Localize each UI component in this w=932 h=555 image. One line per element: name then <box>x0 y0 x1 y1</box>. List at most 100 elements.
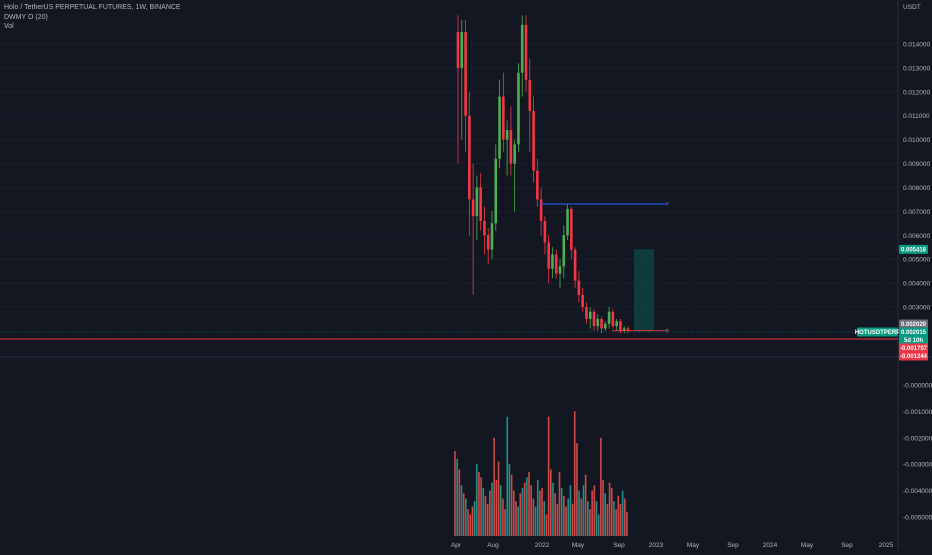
price-axis[interactable]: USDT 0.014000 0.013000 0.012000 0.011000 0.01… <box>903 4 930 312</box>
histogram-bar <box>549 469 552 536</box>
histogram-bar <box>456 458 458 536</box>
time-tick-label: Sep <box>613 542 625 549</box>
candle-body <box>585 307 588 319</box>
candle-body <box>517 72 520 145</box>
histogram-bar <box>454 451 456 536</box>
candle-body <box>622 328 626 331</box>
time-tick-label: Sep <box>841 542 853 549</box>
histogram-bar <box>475 464 478 536</box>
badge-red-1: -0.001797 <box>900 346 928 352</box>
candle-body <box>577 280 581 296</box>
histogram-bar <box>578 490 580 536</box>
histogram-bar <box>532 498 535 536</box>
badge-gray-bg <box>899 319 928 329</box>
histogram-bar <box>526 477 528 536</box>
histogram-bar <box>491 482 493 536</box>
indicator-tick-label: -0.005000 <box>903 515 932 522</box>
histogram-bar <box>580 498 583 536</box>
candle-body <box>494 158 498 224</box>
candle-body <box>588 311 592 319</box>
histogram-bar <box>560 487 563 536</box>
histogram-bar <box>469 514 472 536</box>
grid-lines <box>0 0 898 536</box>
indicator-tick-label: -0.000000 <box>903 383 932 390</box>
volume-legend[interactable]: Vol <box>4 23 14 30</box>
long-position-box[interactable] <box>634 249 654 332</box>
candle-body <box>615 321 618 327</box>
histogram-bar <box>565 506 567 536</box>
badge-current-price-bg <box>899 327 928 337</box>
badge-symbol-tag-bg <box>857 327 898 337</box>
candle-body <box>539 199 543 221</box>
candle-body <box>596 318 600 327</box>
candle-body <box>600 318 603 329</box>
candle-body <box>464 32 467 116</box>
histogram-bar <box>489 490 491 536</box>
histogram-bar <box>617 495 620 536</box>
candle-body <box>509 130 513 164</box>
candle-body <box>536 170 539 200</box>
candle-body <box>456 32 460 68</box>
histogram-bar <box>552 482 554 536</box>
chart-legend: Holo / TetherUS PERPETUAL FUTURES, 1W, B… <box>4 3 181 32</box>
histogram-bar <box>460 485 463 536</box>
badge-symbol-tag: HOTUSDTPERP <box>855 330 900 336</box>
histogram-bar <box>576 443 578 536</box>
badge-position-target-bg <box>899 244 928 254</box>
candle-body <box>611 311 615 327</box>
indicator-legend[interactable]: DWMY O (20) <box>4 13 48 21</box>
histogram-bar <box>462 493 465 536</box>
price-tick-label: 0.012000 <box>903 89 930 96</box>
badge-red-2: -0.001244 <box>900 354 928 360</box>
price-tick-label: 0.013000 <box>903 65 930 72</box>
histogram-bar <box>534 506 537 536</box>
histogram-bar <box>543 501 546 536</box>
histogram-bar <box>486 503 489 536</box>
histogram-bar <box>473 501 476 536</box>
position-target-zone <box>634 249 654 332</box>
candle-body <box>570 208 573 250</box>
candle-body <box>543 220 547 243</box>
histogram-bar <box>569 485 572 536</box>
histogram-bar <box>478 472 480 536</box>
candle-body <box>581 295 584 307</box>
histogram-bar <box>600 437 602 536</box>
candle-body <box>558 266 562 274</box>
histogram-bar <box>571 503 574 536</box>
histogram-bar <box>458 469 461 536</box>
histogram-bar <box>521 487 524 536</box>
symbol-title[interactable]: Holo / TetherUS PERPETUAL FUTURES, 1W, B… <box>4 4 181 11</box>
time-axis[interactable]: Apr Aug 2022 May Sep 2023 May Sep 2024 May Sep 2025 <box>451 542 894 549</box>
candle-body <box>471 199 475 217</box>
time-tick-label: 2022 <box>535 542 550 549</box>
histogram-bar <box>471 506 474 536</box>
histogram-bar <box>626 511 628 536</box>
candle-body <box>532 110 535 171</box>
histogram-bar <box>606 503 609 536</box>
price-tick-label: 0.004000 <box>903 281 930 288</box>
drawing-lines[interactable]: 78 <box>0 202 898 340</box>
histogram-bar <box>497 461 500 536</box>
candle-body <box>607 311 611 324</box>
price-tick-label: 0.011000 <box>903 113 930 120</box>
histogram-bar <box>597 514 600 536</box>
indicator-axis[interactable]: -0.000000 -0.001000 -0.002000 -0.003000 -0.0… <box>903 383 932 522</box>
histogram-bar <box>563 495 565 536</box>
histogram-bar <box>584 474 587 536</box>
histogram-bar <box>482 487 485 536</box>
histogram-bar <box>602 480 604 536</box>
indicator-histogram <box>454 411 628 536</box>
histogram-bar <box>512 490 515 536</box>
histogram-bar <box>541 487 543 536</box>
histogram-bar <box>591 490 593 536</box>
candle-body <box>528 79 532 111</box>
lower-line-label: 8 <box>666 329 669 335</box>
histogram-bar <box>506 416 509 536</box>
badge-current-price: 0.002015 <box>901 330 927 336</box>
time-tick-label: 2023 <box>649 542 664 549</box>
histogram-bar <box>519 493 522 536</box>
price-tick-label: 0.005000 <box>903 257 930 264</box>
candle-body <box>592 311 596 327</box>
